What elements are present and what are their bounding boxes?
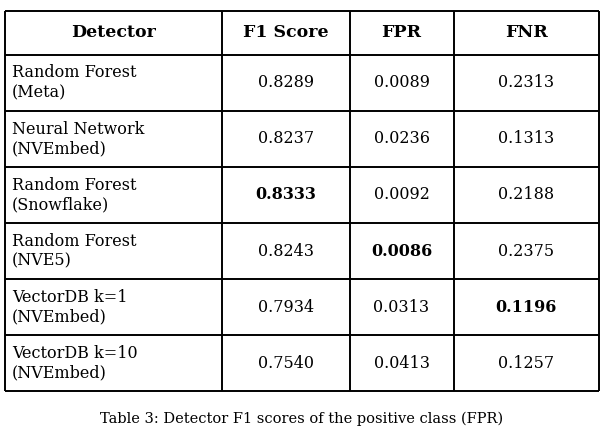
Text: 0.8237: 0.8237: [257, 130, 313, 147]
Text: 0.8333: 0.8333: [255, 187, 316, 203]
Text: 0.2375: 0.2375: [498, 243, 554, 259]
Text: 0.1196: 0.1196: [496, 298, 557, 316]
Text: Random Forest
(Meta): Random Forest (Meta): [12, 65, 137, 101]
Text: F1 Score: F1 Score: [243, 24, 329, 42]
Text: 0.7934: 0.7934: [257, 298, 313, 316]
Text: Random Forest
(Snowflake): Random Forest (Snowflake): [12, 177, 137, 213]
Text: 0.0413: 0.0413: [373, 354, 429, 372]
Text: Detector: Detector: [71, 24, 156, 42]
Text: 0.1313: 0.1313: [498, 130, 554, 147]
Text: 0.7540: 0.7540: [258, 354, 313, 372]
Text: Random Forest
(NVE5): Random Forest (NVE5): [12, 232, 137, 269]
Text: 0.0086: 0.0086: [371, 243, 432, 259]
Text: 0.8243: 0.8243: [258, 243, 313, 259]
Text: VectorDB k=10
(NVEmbed): VectorDB k=10 (NVEmbed): [12, 345, 138, 381]
Text: FPR: FPR: [382, 24, 422, 42]
Text: 0.1257: 0.1257: [498, 354, 554, 372]
Text: 0.2313: 0.2313: [498, 74, 554, 91]
Text: VectorDB k=1
(NVEmbed): VectorDB k=1 (NVEmbed): [12, 289, 127, 325]
Text: 0.0089: 0.0089: [373, 74, 429, 91]
Text: 0.8289: 0.8289: [257, 74, 313, 91]
Text: 0.0236: 0.0236: [373, 130, 429, 147]
Text: FNR: FNR: [505, 24, 548, 42]
Text: Table 3: Detector F1 scores of the positive class (FPR): Table 3: Detector F1 scores of the posit…: [100, 412, 504, 426]
Text: 0.2188: 0.2188: [498, 187, 554, 203]
Text: Neural Network
(NVEmbed): Neural Network (NVEmbed): [12, 121, 144, 157]
Text: 0.0092: 0.0092: [374, 187, 429, 203]
Text: 0.0313: 0.0313: [373, 298, 429, 316]
